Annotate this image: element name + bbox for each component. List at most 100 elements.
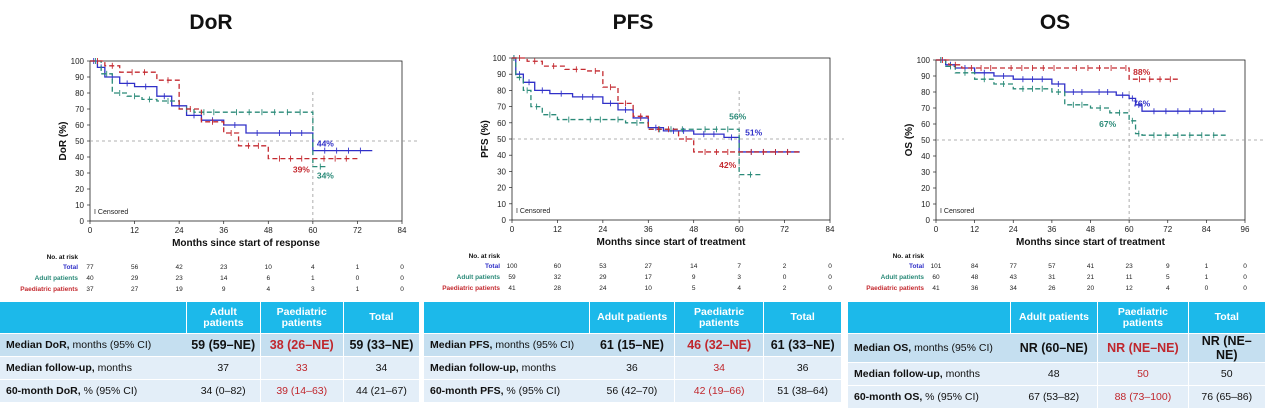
row-label-rest: months (95% CI): [911, 342, 993, 354]
risk-value: 10: [645, 285, 653, 292]
risk-value: 60: [932, 274, 940, 281]
cell-total: 36: [763, 356, 842, 380]
x-tick-label: 0: [88, 226, 93, 235]
risk-value: 27: [131, 286, 139, 293]
risk-value: 0: [828, 263, 832, 270]
risk-value: 1: [1205, 274, 1209, 281]
x-tick-label: 48: [264, 226, 273, 235]
censored-legend: I Censored: [516, 208, 550, 215]
x-tick-label: 12: [553, 225, 562, 234]
row-label: Median PFS, months (95% CI): [424, 333, 590, 357]
endpoint-label-adult: 67%: [1099, 119, 1116, 129]
risk-value: 1: [356, 264, 360, 271]
x-tick-label: 72: [780, 225, 789, 234]
row-label-rest: months (95% CI): [492, 339, 575, 351]
cell-total: 34: [343, 356, 421, 380]
table-row: Median DoR, months (95% CI) 59 (59–NE) 3…: [0, 333, 421, 357]
risk-value: 9: [1166, 263, 1170, 270]
risk-value: 4: [311, 264, 315, 271]
y-tick-label: 70: [75, 105, 84, 114]
risk-value: 14: [690, 263, 698, 270]
cell-paediatric: 46 (32–NE): [674, 333, 765, 357]
risk-row-label: Total: [485, 263, 500, 270]
x-tick-label: 84: [398, 226, 407, 235]
x-tick-label: 36: [1047, 225, 1056, 234]
x-tick-label: 60: [735, 225, 744, 234]
row-label-rest: % (95% CI): [503, 385, 561, 397]
os-panel: OS 0 10 20 30 40 50 60 70 80 90 100 0 12 24 36 48 60 72 84…: [844, 0, 1266, 409]
header-adult: Adult patients: [186, 302, 261, 334]
y-tick-label: 90: [75, 73, 84, 82]
series-line-total: [90, 60, 373, 152]
cell-total: 59 (33–NE): [343, 333, 421, 357]
x-tick-label: 84: [826, 225, 835, 234]
y-tick-label: 100: [493, 54, 507, 63]
plot-frame: [935, 59, 1246, 221]
x-tick-label: 36: [644, 225, 653, 234]
risk-value: 27: [645, 263, 653, 270]
x-tick-label: 24: [1009, 225, 1018, 234]
table-header-row: Adult patients Paediatric patients Total: [424, 302, 842, 334]
y-tick-label: 90: [497, 70, 506, 79]
y-tick-label: 60: [921, 120, 930, 129]
risk-value: 32: [554, 274, 562, 281]
row-label: Median DoR, months (95% CI): [0, 333, 187, 357]
risk-value: 17: [645, 274, 653, 281]
risk-value: 9: [222, 286, 226, 293]
row-label-rest: % (95% CI): [922, 391, 979, 403]
row-label: 60-month OS, % (95% CI): [848, 385, 1011, 409]
risk-value: 36: [971, 285, 979, 292]
dor-summary-table: Adult patients Paediatric patients Total…: [0, 302, 421, 403]
pfs-summary-table: Adult patients Paediatric patients Total…: [424, 302, 842, 403]
risk-value: 3: [737, 274, 741, 281]
cell-total: 61 (33–NE): [763, 333, 842, 357]
series-line-adult: [936, 59, 1226, 136]
header-total: Total: [343, 302, 421, 334]
os-summary-table: Adult patients Paediatric patients Total…: [848, 302, 1266, 409]
series-line-adult: [512, 57, 762, 176]
cell-paediatric: 39 (14–63): [260, 379, 344, 403]
risk-value: 28: [554, 285, 562, 292]
y-tick-label: 20: [75, 185, 84, 194]
x-tick-label: 96: [1241, 225, 1250, 234]
y-tick-label: 70: [921, 104, 930, 113]
risk-table-title: No. at risk: [893, 253, 925, 260]
risk-value: 1: [1205, 263, 1209, 270]
x-axis-label: Months since start of treatment: [597, 237, 747, 248]
x-tick-label: 12: [970, 225, 979, 234]
table-row: 60-month DoR, % (95% CI) 34 (0–82) 39 (1…: [0, 379, 421, 403]
y-axis-label: PFS (%): [480, 120, 491, 158]
y-tick-label: 30: [75, 169, 84, 178]
cell-adult: 56 (42–70): [589, 379, 675, 403]
row-label-bold: Median DoR,: [6, 339, 70, 351]
risk-value: 23: [176, 275, 184, 282]
risk-value: 20: [1087, 285, 1095, 292]
risk-value: 84: [971, 263, 979, 270]
risk-value: 10: [265, 264, 273, 271]
header-paediatric: Paediatric patients: [674, 302, 765, 334]
table-row: 60-month PFS, % (95% CI) 56 (42–70) 42 (…: [424, 379, 842, 403]
x-tick-label: 36: [219, 226, 228, 235]
risk-row-label: Paediatric patients: [442, 285, 500, 292]
risk-value: 100: [507, 263, 518, 270]
risk-value: 1: [311, 275, 315, 282]
risk-value: 0: [828, 274, 832, 281]
cell-paediatric: 33: [260, 356, 344, 380]
cell-paediatric: 34: [674, 356, 765, 380]
endpoint-label-adult: 56%: [729, 111, 746, 121]
table-header-row: Adult patients Paediatric patients Total: [848, 302, 1266, 334]
risk-value: 29: [599, 274, 607, 281]
risk-value: 60: [554, 263, 562, 270]
cell-total: 76 (65–86): [1188, 385, 1266, 409]
x-tick-label: 24: [598, 225, 607, 234]
risk-value: 11: [1126, 274, 1133, 281]
risk-row-label: Paediatric patients: [866, 285, 924, 292]
series-line-paediatric: [512, 57, 800, 153]
table-row: Median follow-up, months 37 33 34: [0, 356, 421, 380]
row-label: 60-month PFS, % (95% CI): [424, 379, 590, 403]
header-total: Total: [763, 302, 842, 334]
risk-value: 34: [1010, 285, 1018, 292]
risk-value: 4: [737, 285, 741, 292]
